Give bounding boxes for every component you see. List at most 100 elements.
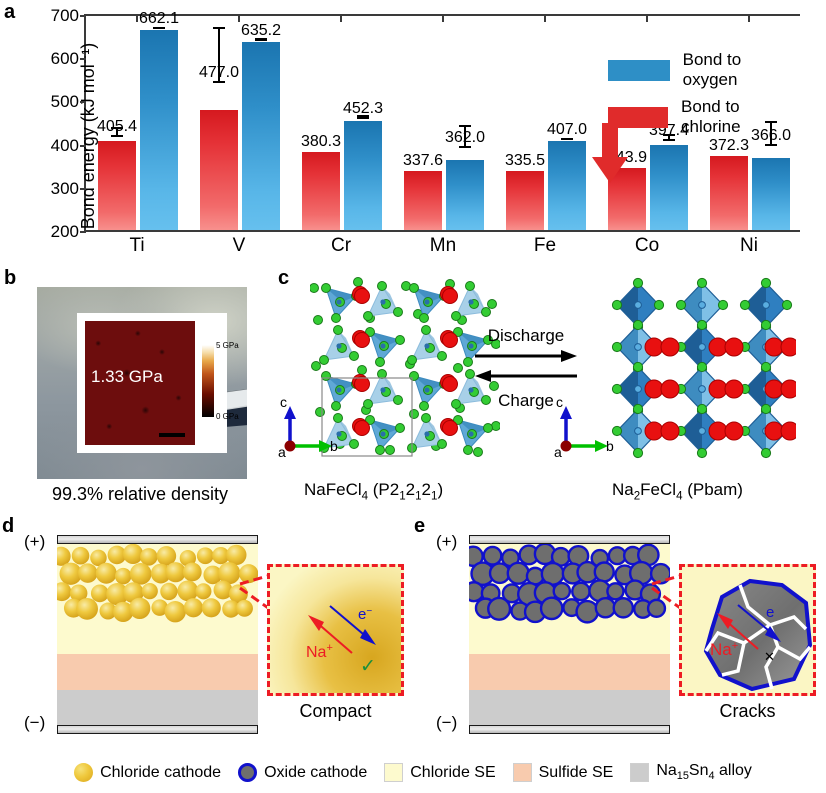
x-tick-mark [442, 16, 444, 22]
bar-group: 380.3 452.3 [300, 16, 383, 230]
stress-value-label: 1.33 GPa [91, 367, 163, 386]
cross-mark-icon-e: ✕ [764, 649, 775, 664]
y-tick-mark [80, 144, 86, 147]
stress-map-inset: 1.33 GPa 5 GPa 0 GPa [77, 313, 239, 453]
y-tick-mark [80, 58, 86, 61]
colorbar-min-label: 0 GPa [216, 412, 239, 421]
inset-compact-d: e− Na+ ✓ [267, 564, 404, 696]
error-bar [213, 27, 225, 83]
positive-current-collector-d [57, 535, 258, 544]
x-tick-label-v: V [232, 235, 246, 256]
check-mark-icon-d: ✓ [360, 656, 376, 677]
bar-group: 343.9397.4 [606, 16, 689, 230]
bar-value-label: 372.3 [708, 136, 750, 154]
caption-nafecl4: NaFeCl4 (P212121) [304, 480, 444, 503]
axes-arrows-right-icon [560, 406, 608, 452]
alloy-layer-e [469, 690, 670, 725]
bar-chlorine [302, 152, 340, 230]
x-tick-mark [544, 16, 546, 22]
se-swatch [384, 763, 404, 782]
bar-group: 477.0 635.2 [198, 16, 281, 230]
bar-value-label: 362.0 [444, 129, 486, 147]
panel-a-bar-chart: a Bond energy (kJ mol⁻¹) 200 300 400 500 600… [0, 0, 826, 268]
colorbar [202, 345, 214, 417]
na2fecl4-lattice-diagram [611, 277, 800, 459]
error-bar [765, 120, 777, 146]
bar-chlorine [98, 141, 136, 230]
bar-value-label: 407.0 [546, 120, 588, 138]
axes-indicator-left: c b a [278, 394, 342, 460]
charge-label: Charge [498, 391, 554, 410]
oxide-cathode-particles-e [469, 544, 670, 624]
bar-oxygen [242, 42, 280, 230]
error-bar [561, 137, 573, 140]
panel-label-a: a [4, 1, 16, 23]
panel-b-pellet-photo: b 1.33 GPa 5 GPa 0 GPa 99.3% relative de… [0, 266, 280, 516]
compact-particle-diagram: e− Na+ ✓ [270, 567, 401, 693]
chart-legend: Bond to oxygen Bond to chlorine [608, 50, 800, 144]
x-tick-label-fe: Fe [533, 235, 557, 256]
bottom-legend: Chloride cathode Oxide cathode Chloride SE… [0, 752, 826, 793]
y-tick-label: 300 [50, 178, 79, 198]
bar-oxygen [752, 158, 790, 230]
legend-label: Bond to chlorine [681, 97, 741, 136]
bar-chlorine [200, 110, 238, 230]
axes-indicator-right: c b a [554, 394, 618, 460]
error-bar [111, 127, 123, 137]
error-bar [255, 38, 267, 41]
oxide-cathode-swatch [238, 763, 258, 782]
y-tick-mark [80, 101, 86, 104]
y-tick-mark [80, 231, 86, 233]
x-tick-mark [136, 16, 138, 22]
bar-oxygen [650, 144, 688, 230]
se-swatch [512, 763, 532, 782]
x-tick-mark [340, 16, 342, 22]
pellet-photograph: 1.33 GPa 5 GPa 0 GPa [37, 287, 247, 479]
electron-label-e: e [766, 604, 774, 621]
panel-b-caption: 99.3% relative density [51, 484, 229, 504]
caption-na2fecl4: Na2FeCl4 (Pbam) [612, 480, 743, 503]
axis-label-c-right: c [556, 394, 563, 410]
legend-swatch [608, 59, 670, 81]
reaction-arrows: Discharge Charge [471, 326, 581, 411]
panel-c-crystal-structures: c c b a NaFeCl4 (P212121) Discharge Char… [276, 266, 826, 516]
x-tick-label-ti: Ti [129, 235, 145, 256]
chloride-cathode-swatch [74, 763, 94, 782]
bar-chlorine [506, 171, 544, 230]
negative-current-collector-e [469, 725, 670, 734]
inset-caption-compact: Compact [299, 701, 372, 721]
panel-label-d: d [2, 515, 15, 537]
fe-highlight-arrow-icon [592, 123, 628, 183]
structure-nafecl4 [309, 274, 501, 464]
bar-chlorine [608, 167, 646, 230]
x-tick-mark [748, 16, 750, 22]
bar-oxygen [548, 140, 586, 230]
error-bar [663, 134, 675, 142]
axis-label-b-right: b [606, 438, 614, 454]
axes-arrows-left-icon [284, 406, 332, 452]
y-tick-mark [80, 187, 86, 190]
bar-value-label: 337.6 [402, 151, 444, 169]
x-tick-label-cr: Cr [330, 235, 352, 256]
panel-label-e: e [414, 515, 426, 537]
panel-e-oxide-cell: e (+) (−) [412, 514, 826, 746]
nafecl4-lattice-diagram [309, 277, 501, 457]
positive-electrode-label-d: (+) [24, 532, 46, 551]
y-tick-label: 400 [50, 135, 79, 155]
legend-item: Bond to chlorine [608, 97, 800, 137]
bottom-legend-label: Sulfide SE [538, 763, 614, 781]
inset-caption-cracks: Cracks [719, 701, 776, 721]
x-tick-mark [238, 16, 240, 22]
y-tick-label: 500 [50, 92, 79, 112]
bar-value-label: 405.4 [96, 117, 138, 135]
bottom-legend-item: Sulfide SE [512, 763, 614, 782]
axis-label-a-left: a [278, 444, 286, 460]
x-tick-mark [646, 16, 648, 22]
sulfide-se-layer-e [469, 654, 670, 690]
error-bar [459, 125, 471, 149]
legend-item: Bond to oxygen [608, 50, 800, 90]
discharge-charge-arrows-icon [475, 350, 577, 382]
bar-group: 372.3 366.0 [708, 16, 791, 230]
sulfide-se-layer-d [57, 654, 258, 690]
bottom-legend-item: Na15Sn4 alloy [630, 762, 752, 783]
